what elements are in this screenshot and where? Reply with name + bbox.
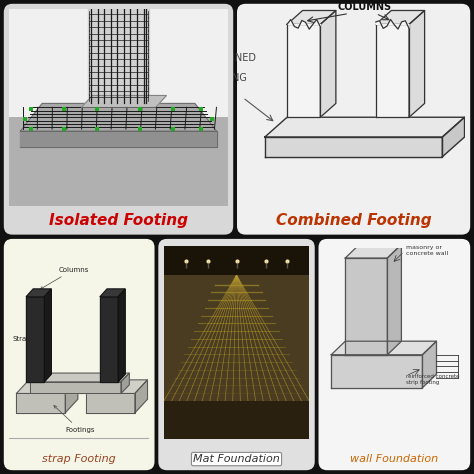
Text: Columns: Columns [40, 266, 89, 289]
Polygon shape [65, 380, 78, 413]
FancyBboxPatch shape [237, 4, 470, 235]
Polygon shape [26, 289, 51, 297]
Polygon shape [331, 355, 422, 388]
Polygon shape [265, 117, 465, 137]
Bar [9, 9, 228, 117]
Polygon shape [118, 289, 125, 382]
Text: Mat Foundation: Mat Foundation [193, 454, 280, 464]
Polygon shape [135, 380, 147, 413]
Text: NG: NG [232, 73, 246, 82]
Polygon shape [17, 380, 78, 393]
Text: reinforced concrete
strip footing: reinforced concrete strip footing [406, 374, 459, 385]
Polygon shape [88, 9, 149, 98]
Polygon shape [30, 373, 129, 382]
Polygon shape [20, 103, 217, 131]
Polygon shape [265, 137, 442, 157]
Polygon shape [20, 131, 217, 147]
Polygon shape [86, 393, 135, 413]
Polygon shape [121, 373, 129, 393]
Text: Isolated Footing: Isolated Footing [49, 213, 188, 228]
Polygon shape [287, 10, 336, 24]
FancyBboxPatch shape [158, 239, 315, 470]
FancyBboxPatch shape [4, 4, 233, 235]
FancyBboxPatch shape [4, 239, 155, 470]
Text: Combined Footing: Combined Footing [276, 213, 431, 228]
Polygon shape [376, 10, 425, 24]
Polygon shape [287, 24, 320, 117]
Text: COLUMNS: COLUMNS [337, 2, 392, 12]
Text: wall Foundation: wall Foundation [350, 454, 438, 464]
Polygon shape [320, 10, 336, 117]
Text: masonry or
concrete wall: masonry or concrete wall [406, 245, 448, 256]
Polygon shape [345, 245, 401, 258]
Text: Footings: Footings [54, 406, 95, 433]
Polygon shape [442, 117, 465, 157]
Polygon shape [17, 393, 65, 413]
Polygon shape [45, 289, 51, 382]
Polygon shape [30, 382, 121, 393]
Bar [9, 117, 228, 206]
Polygon shape [86, 380, 147, 393]
Polygon shape [26, 297, 45, 382]
Text: INED: INED [232, 53, 255, 63]
Polygon shape [376, 24, 409, 117]
Polygon shape [287, 19, 320, 29]
Polygon shape [100, 289, 125, 297]
Polygon shape [331, 341, 437, 355]
Text: Strap: Strap [12, 336, 56, 383]
Bar [164, 246, 309, 275]
Polygon shape [387, 245, 401, 355]
Polygon shape [345, 258, 387, 355]
Polygon shape [100, 297, 118, 382]
FancyBboxPatch shape [319, 239, 470, 470]
Polygon shape [409, 10, 425, 117]
Polygon shape [376, 19, 409, 29]
Bar [164, 401, 309, 439]
Text: strap Footing: strap Footing [42, 454, 116, 464]
Polygon shape [422, 341, 437, 388]
Polygon shape [82, 95, 166, 108]
